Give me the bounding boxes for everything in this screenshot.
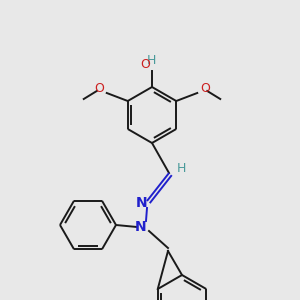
Text: H: H xyxy=(176,163,186,176)
Text: N: N xyxy=(135,220,147,234)
Text: O: O xyxy=(94,82,104,94)
Text: O: O xyxy=(140,58,150,71)
Text: H: H xyxy=(146,55,156,68)
Text: O: O xyxy=(200,82,210,94)
Text: N: N xyxy=(136,196,148,210)
